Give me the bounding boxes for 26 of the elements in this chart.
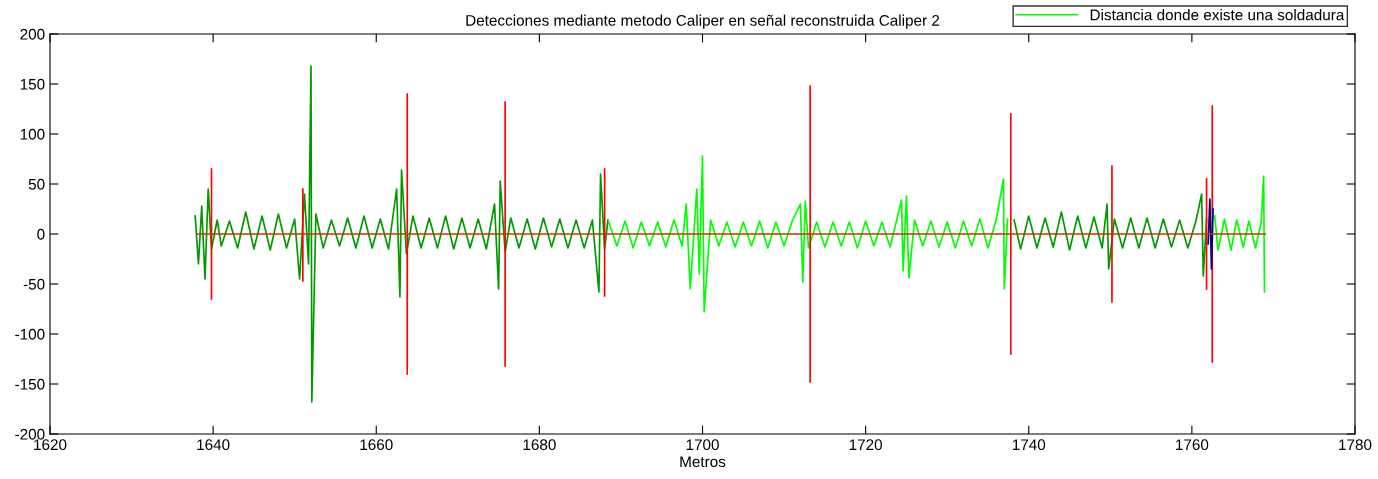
x-tick-label: 1720: [849, 439, 883, 451]
legend-label: Distancia donde existe una soldadura: [1090, 9, 1345, 21]
x-tick-label: 1780: [1339, 439, 1372, 451]
x-tick-label: 1700: [686, 439, 719, 451]
y-tick-label: -200: [15, 428, 45, 440]
y-tick-label: -150: [15, 378, 45, 390]
line-series: [194, 65, 609, 403]
y-tick-label: -100: [15, 328, 45, 340]
x-axis-title: Metros: [680, 456, 726, 468]
line-series: [1207, 198, 1214, 270]
line-series: [1013, 193, 1208, 277]
x-tick-label: 1760: [1176, 439, 1209, 451]
y-tick-label: 0: [37, 228, 45, 240]
y-tick-label: -50: [23, 278, 45, 290]
x-tick-label: 1640: [197, 439, 230, 451]
x-tick-label: 1740: [1012, 439, 1046, 451]
chart-title: Detecciones mediante metodo Caliper en señal reconstruida Caliper 2: [466, 14, 940, 29]
y-tick-label: 50: [28, 178, 45, 190]
y-tick-label: 200: [20, 28, 45, 40]
y-tick-label: 100: [20, 128, 45, 140]
line-series: [1213, 175, 1266, 293]
y-tick-label: 150: [20, 78, 45, 90]
x-tick-label: 1620: [34, 439, 67, 451]
x-tick-label: 1660: [360, 439, 393, 451]
line-series: [607, 155, 1009, 313]
x-tick-label: 1680: [523, 439, 556, 451]
